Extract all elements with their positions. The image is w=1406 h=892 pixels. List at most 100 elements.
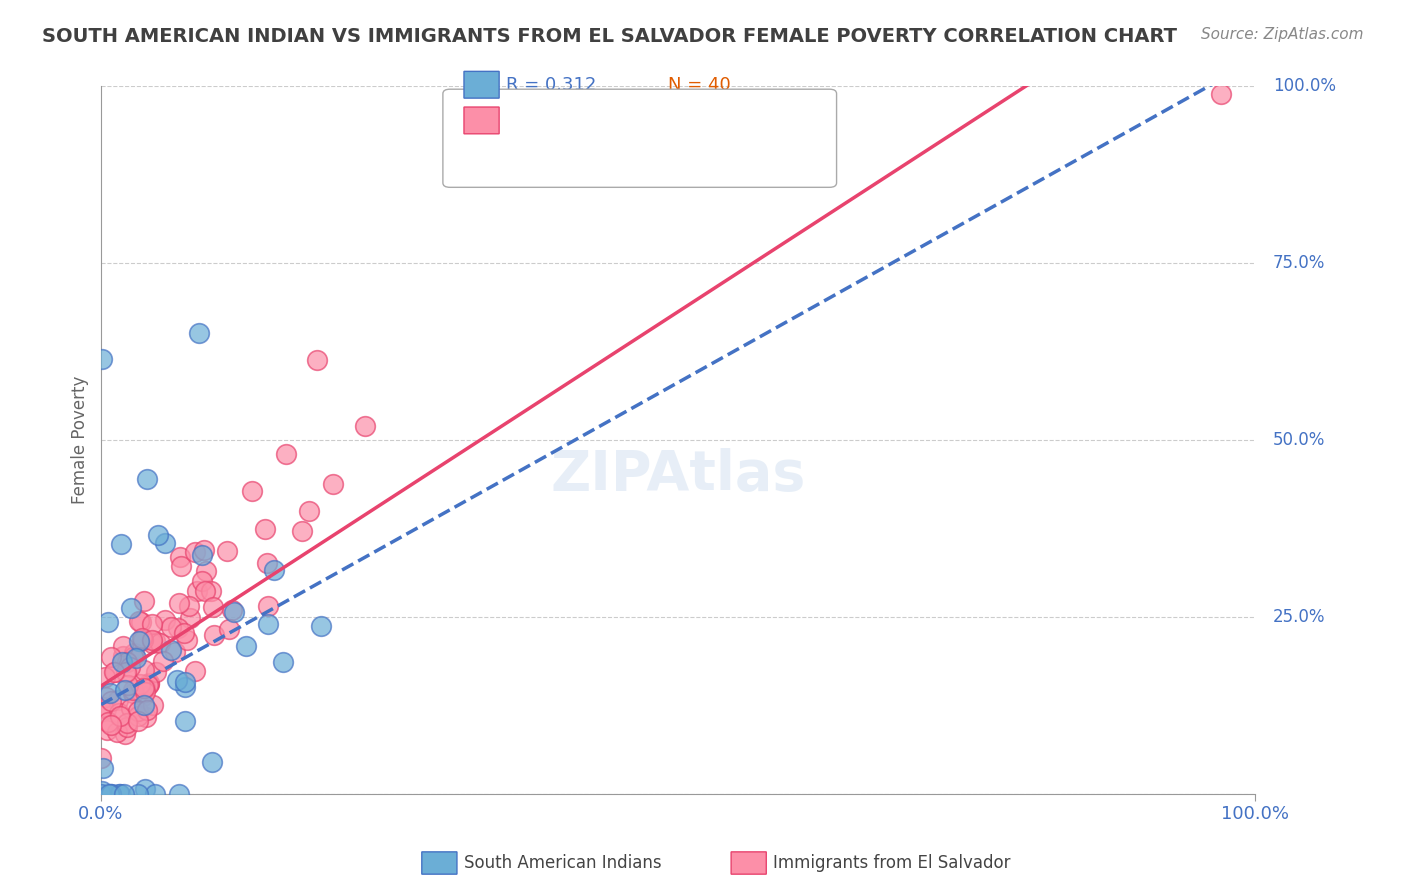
Point: [184, 545, 207, 559]
Point: [100, 787, 122, 801]
Point: [194, 565, 217, 579]
Point: [128, 614, 150, 628]
Point: [120, 701, 142, 715]
Point: [217, 544, 239, 558]
Point: [91, 761, 114, 775]
Point: [115, 655, 138, 669]
Point: [105, 724, 128, 739]
Point: [127, 787, 149, 801]
Point: [131, 631, 153, 645]
Point: [115, 716, 138, 731]
Point: [141, 617, 163, 632]
Point: [143, 633, 166, 648]
Point: [100, 717, 122, 731]
Point: [107, 787, 129, 801]
Point: [235, 639, 257, 653]
Text: South American Indians: South American Indians: [464, 854, 662, 871]
Point: [311, 619, 333, 633]
Point: [169, 559, 191, 574]
Point: [191, 574, 214, 588]
Point: [145, 665, 167, 680]
Point: [134, 681, 156, 695]
Point: [263, 563, 285, 577]
Point: [129, 615, 152, 629]
Point: [104, 665, 127, 680]
Point: [149, 636, 172, 650]
Point: [100, 694, 122, 708]
Point: [96, 702, 118, 716]
Point: [186, 584, 208, 599]
Point: [155, 536, 177, 550]
Point: [100, 787, 122, 801]
Point: [114, 665, 136, 679]
Point: [94, 670, 117, 684]
Point: [146, 528, 169, 542]
Text: Immigrants from El Salvador: Immigrants from El Salvador: [773, 854, 1011, 871]
Point: [160, 643, 183, 657]
Point: [110, 787, 132, 801]
Point: [136, 703, 159, 717]
Point: [174, 714, 197, 728]
Point: [167, 596, 190, 610]
Point: [120, 660, 142, 674]
Point: [202, 628, 225, 642]
Point: [136, 472, 159, 486]
Point: [177, 599, 200, 614]
Point: [108, 706, 131, 721]
Point: [254, 522, 277, 536]
Point: [166, 621, 188, 635]
Point: [298, 504, 321, 518]
Point: [256, 557, 278, 571]
Point: [111, 656, 134, 670]
Point: [134, 684, 156, 698]
Point: [173, 626, 195, 640]
Point: [201, 755, 224, 769]
Point: [112, 640, 135, 654]
Point: [90, 783, 112, 797]
Point: [120, 600, 142, 615]
Point: [132, 681, 155, 696]
Point: [138, 675, 160, 690]
Point: [127, 705, 149, 719]
Point: [90, 787, 112, 801]
Point: [1209, 87, 1232, 101]
Point: [218, 622, 240, 636]
Point: [111, 648, 134, 663]
Text: R = 0.312: R = 0.312: [506, 76, 596, 94]
Text: 75.0%: 75.0%: [1272, 254, 1324, 272]
Point: [132, 663, 155, 677]
Point: [103, 665, 125, 679]
Point: [125, 650, 148, 665]
Point: [169, 549, 191, 564]
Point: [107, 693, 129, 707]
Point: [141, 698, 163, 713]
Point: [224, 605, 246, 619]
Point: [291, 524, 314, 539]
Text: N = 91: N = 91: [668, 112, 731, 129]
Point: [193, 542, 215, 557]
Point: [108, 709, 131, 723]
Point: [187, 326, 209, 340]
Point: [240, 483, 263, 498]
Point: [132, 594, 155, 608]
Point: [128, 633, 150, 648]
Point: [112, 787, 135, 801]
Point: [183, 664, 205, 678]
Point: [221, 602, 243, 616]
Text: 100.0%: 100.0%: [1272, 78, 1336, 95]
Point: [132, 633, 155, 648]
Point: [322, 477, 344, 491]
Point: [354, 418, 377, 433]
Point: [97, 714, 120, 729]
Point: [91, 700, 114, 714]
Point: [97, 615, 120, 629]
Point: [122, 646, 145, 660]
Text: SOUTH AMERICAN INDIAN VS IMMIGRANTS FROM EL SALVADOR FEMALE POVERTY CORRELATION : SOUTH AMERICAN INDIAN VS IMMIGRANTS FROM…: [42, 27, 1177, 45]
Point: [165, 645, 187, 659]
Point: [115, 719, 138, 733]
Point: [114, 682, 136, 697]
Point: [143, 787, 166, 801]
Y-axis label: Female Poverty: Female Poverty: [72, 376, 89, 504]
Text: 50.0%: 50.0%: [1272, 431, 1324, 449]
Point: [256, 599, 278, 613]
